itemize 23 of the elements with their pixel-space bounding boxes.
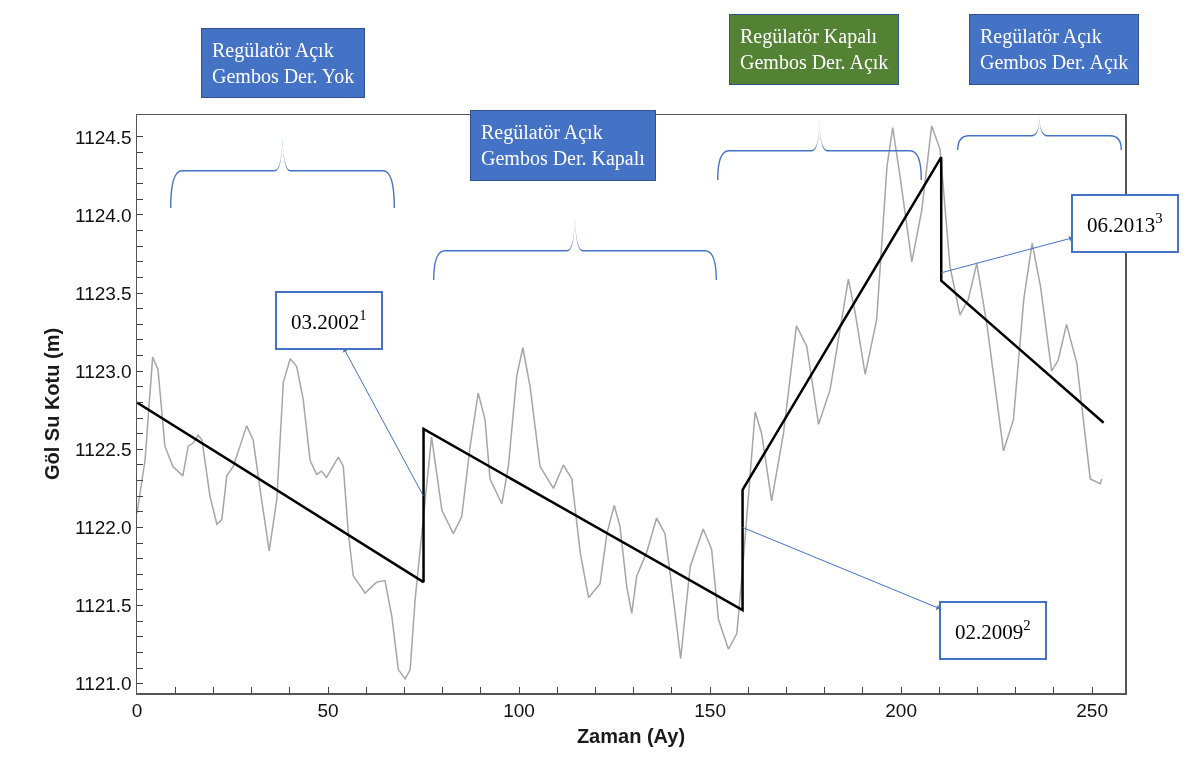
annotation: 03.2002$^{1}$ [291,307,367,334]
y-tick-label: 1122.5 [75,438,132,460]
text: Regülatör Açık Gembos Der. Yok [212,39,355,87]
annotation: Regülatör Açık Gembos Der. Kapalı [481,121,646,170]
y-tick-label: 1122.0 [75,517,132,539]
x-tick-label: 200 [885,700,917,722]
y-tick-label: 1123.5 [75,282,132,304]
text: Regülatör Açık Gembos Der. Açık [980,25,1129,74]
y-tick-label: 1124.0 [75,204,132,226]
x-tick-label: 50 [317,700,339,722]
x-tick-label: 250 [1076,700,1108,722]
y-tick-label: 1121.0 [75,673,132,695]
x-tick-label: 150 [694,700,726,722]
y-tick-label: 1123.0 [75,360,132,382]
x-tick-label: 0 [131,700,143,722]
annotation: 02.2009$^{2}$ [955,617,1031,644]
x-axis-title: Zaman (Ay) [576,724,686,747]
y-tick-label: 1121.5 [75,595,132,617]
y-axis-title: Göl Su Kotu (m) [40,327,63,481]
annotation: 06.2013$^{3}$ [1087,210,1163,237]
text: Regülatör Kapalı Gembos Der. Açık [740,25,889,74]
y-tick-label: 1124.5 [75,126,132,148]
x-tick-label: 100 [503,700,535,722]
